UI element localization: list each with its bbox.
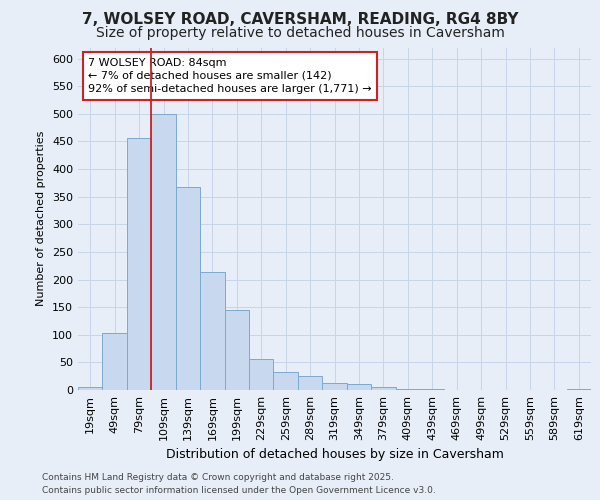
Text: 7, WOLSEY ROAD, CAVERSHAM, READING, RG4 8BY: 7, WOLSEY ROAD, CAVERSHAM, READING, RG4 … <box>82 12 518 28</box>
Bar <box>224 310 249 390</box>
Bar <box>298 376 322 390</box>
Text: Contains HM Land Registry data © Crown copyright and database right 2025.
Contai: Contains HM Land Registry data © Crown c… <box>42 474 436 495</box>
Text: Size of property relative to detached houses in Caversham: Size of property relative to detached ho… <box>95 26 505 40</box>
Bar <box>566 389 591 390</box>
Text: 7 WOLSEY ROAD: 84sqm
← 7% of detached houses are smaller (142)
92% of semi-detac: 7 WOLSEY ROAD: 84sqm ← 7% of detached ho… <box>88 58 372 94</box>
Bar <box>127 138 151 390</box>
Bar <box>322 384 347 390</box>
Bar <box>78 387 103 390</box>
Bar <box>395 389 420 390</box>
Bar <box>249 358 274 390</box>
Bar <box>200 272 224 390</box>
Bar <box>274 372 298 390</box>
Bar <box>176 186 200 390</box>
Y-axis label: Number of detached properties: Number of detached properties <box>37 131 46 306</box>
Bar <box>347 384 371 390</box>
Bar <box>103 333 127 390</box>
Bar <box>151 114 176 390</box>
X-axis label: Distribution of detached houses by size in Caversham: Distribution of detached houses by size … <box>166 448 503 462</box>
Bar <box>371 387 395 390</box>
